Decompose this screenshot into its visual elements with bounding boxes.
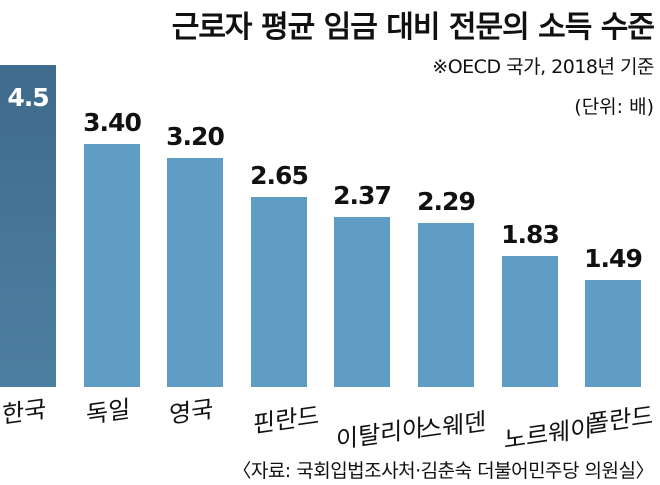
category-label: 한국: [2, 394, 47, 430]
category-label: 독일: [86, 394, 131, 430]
category-label: 핀란드: [253, 401, 320, 439]
category-label: 노르웨이: [504, 413, 593, 455]
bar-3: [251, 197, 307, 387]
chart-title: 근로자 평균 임금 대비 전문의 소득 수준: [171, 10, 655, 45]
bar-0: [0, 65, 56, 387]
data-label: 1.49: [584, 244, 643, 274]
data-label: 1.83: [501, 220, 560, 250]
data-label: 2.29: [417, 187, 476, 217]
data-label: 3.20: [166, 122, 225, 152]
unit-label: (단위: 배): [574, 96, 654, 118]
bar-5: [418, 223, 474, 387]
bar-4: [334, 217, 390, 387]
bar-7: [585, 280, 641, 387]
data-label: 3.40: [83, 107, 142, 137]
category-label: 이탈리아: [336, 413, 425, 455]
bar-2: [167, 158, 223, 387]
source-note: 〈자료: 국회입법조사처·김춘숙 더불어민주당 의원실〉: [232, 460, 654, 482]
category-label: 스웨덴: [420, 407, 487, 445]
category-label: 영국: [169, 394, 214, 430]
data-label: 2.65: [250, 161, 309, 191]
bar-1: [84, 143, 140, 387]
bar-6: [502, 256, 558, 387]
data-label: 2.37: [333, 181, 392, 211]
chart-note: ※OECD 국가, 2018년 기준: [432, 56, 654, 78]
category-label: 폴란드: [587, 401, 654, 439]
data-label: 4.5: [7, 83, 49, 112]
